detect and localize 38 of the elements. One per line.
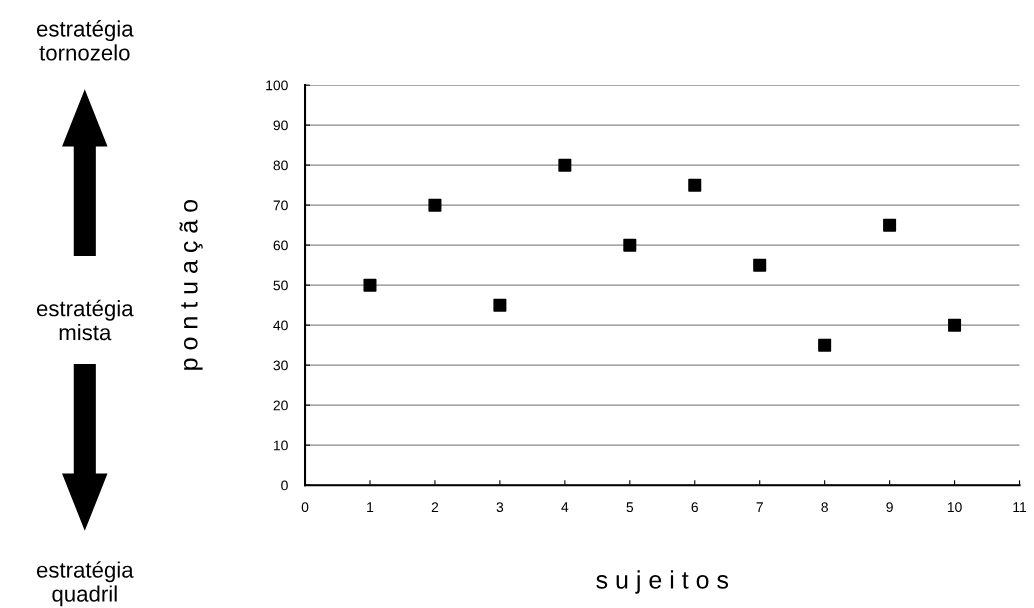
y-axis-title: p o n t u a ç ã o <box>179 200 203 370</box>
y-tick-label: 40 <box>273 320 288 331</box>
y-tick-label: 80 <box>273 160 288 171</box>
x-tick-label: 9 <box>886 502 893 513</box>
point <box>883 218 897 232</box>
point <box>363 278 377 292</box>
y-tick-label: 0 <box>281 480 288 491</box>
point <box>948 318 962 332</box>
point <box>818 338 832 352</box>
point <box>623 238 637 252</box>
x-tick-label: 0 <box>301 502 309 513</box>
point <box>493 298 507 312</box>
y-tick-label: 30 <box>273 360 288 371</box>
point <box>558 158 572 172</box>
y-tick-label: 20 <box>273 400 288 411</box>
x-axis-title: s u j e i t o s <box>596 570 729 594</box>
x-tick-label: 11 <box>1013 502 1027 512</box>
x-tick-label: 10 <box>947 502 962 513</box>
y-tick-label: 90 <box>273 120 288 131</box>
point <box>688 178 702 192</box>
text: estratégia tornozelo <box>36 20 134 61</box>
y-tick-label: 100 <box>266 80 288 91</box>
x-tick-label: 2 <box>431 502 439 512</box>
point <box>428 198 442 212</box>
x-tick-label: 5 <box>626 502 634 513</box>
x-tick-label: 3 <box>496 502 504 513</box>
x-tick-label: 6 <box>691 502 699 513</box>
point <box>753 258 767 272</box>
x-tick-label: 1 <box>367 502 374 512</box>
y-tick-label: 50 <box>273 280 288 291</box>
y-tick-label: 70 <box>273 200 288 211</box>
y-tick-label: 10 <box>273 440 288 451</box>
x-tick-label: 8 <box>821 502 828 513</box>
text: estratégia mista <box>36 299 134 341</box>
text: estratégia quadril <box>36 561 134 607</box>
x-tick-label: 7 <box>756 502 763 512</box>
y-tick-label: 60 <box>273 240 288 251</box>
x-tick-label: 4 <box>561 502 569 512</box>
